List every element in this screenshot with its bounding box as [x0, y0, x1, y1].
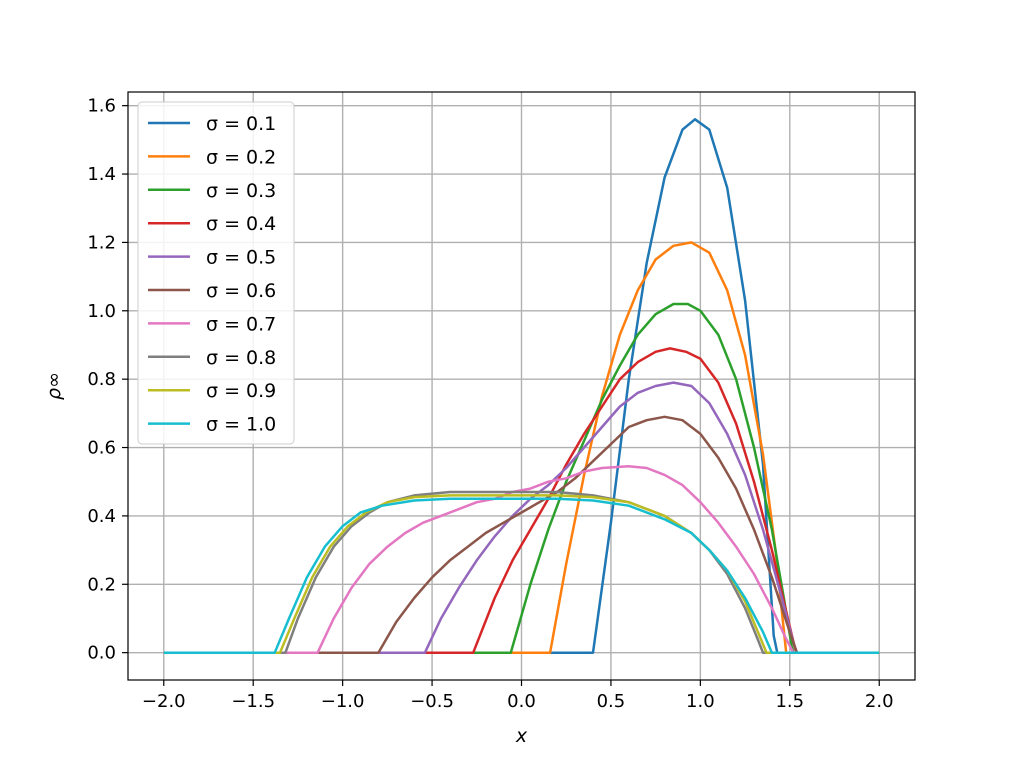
y-tick-label: 1.2	[87, 232, 116, 253]
legend-label: σ = 0.3	[206, 180, 276, 202]
legend-box	[137, 101, 295, 445]
series-line	[163, 497, 880, 654]
series-line	[163, 347, 880, 654]
series-line	[163, 415, 880, 654]
series-line	[163, 381, 880, 654]
legend-label: σ = 0.6	[206, 280, 276, 302]
y-tick-label: 0.8	[87, 369, 116, 390]
x-tick-label: 2.0	[865, 691, 894, 712]
x-tick-label: 0.5	[597, 691, 626, 712]
x-tick-label: −1.5	[231, 691, 275, 712]
legend-label: σ = 0.1	[206, 113, 276, 135]
y-tick-label: 1.4	[87, 164, 116, 185]
legend-label: σ = 0.4	[206, 213, 276, 235]
y-tick-label: 0.0	[87, 643, 116, 664]
legend-label: σ = 0.8	[206, 347, 276, 369]
series-line	[163, 302, 880, 654]
x-tick-label: −1.0	[321, 691, 365, 712]
y-tick-label: 1.6	[87, 96, 116, 117]
legend-label: σ = 0.5	[206, 247, 276, 269]
x-axis-title: x	[515, 725, 528, 747]
legend: σ = 0.1 σ = 0.2 σ = 0.3 σ = 0.4 σ = 0.5 σ = 0…	[137, 101, 295, 445]
y-tick-label: 0.6	[87, 438, 116, 459]
legend-label: σ = 0.2	[206, 146, 276, 168]
x-tick-label: −0.5	[410, 691, 454, 712]
legend-label: σ = 1.0	[206, 414, 276, 436]
legend-label: σ = 0.9	[206, 380, 276, 402]
series-lines	[163, 118, 880, 654]
y-tick-label: 0.4	[87, 506, 116, 527]
y-axis-title: ρ∞	[43, 372, 65, 400]
series-line	[163, 465, 880, 654]
series-line	[163, 490, 880, 654]
series-line	[163, 118, 880, 654]
legend-label: σ = 0.7	[206, 313, 276, 335]
x-tick-label: 0.0	[507, 691, 536, 712]
x-tick-label: 1.5	[775, 691, 804, 712]
grid	[128, 92, 915, 680]
axis-ticks: −2.0 −1.5 −1.0 −0.5 0.0 0.5 1.0 1.5 2.0 0.0 0.2 0.4…	[87, 96, 893, 712]
y-tick-label: 0.2	[87, 574, 116, 595]
x-tick-label: 1.0	[686, 691, 715, 712]
x-tick-label: −2.0	[142, 691, 186, 712]
y-tick-label: 1.0	[87, 301, 116, 322]
